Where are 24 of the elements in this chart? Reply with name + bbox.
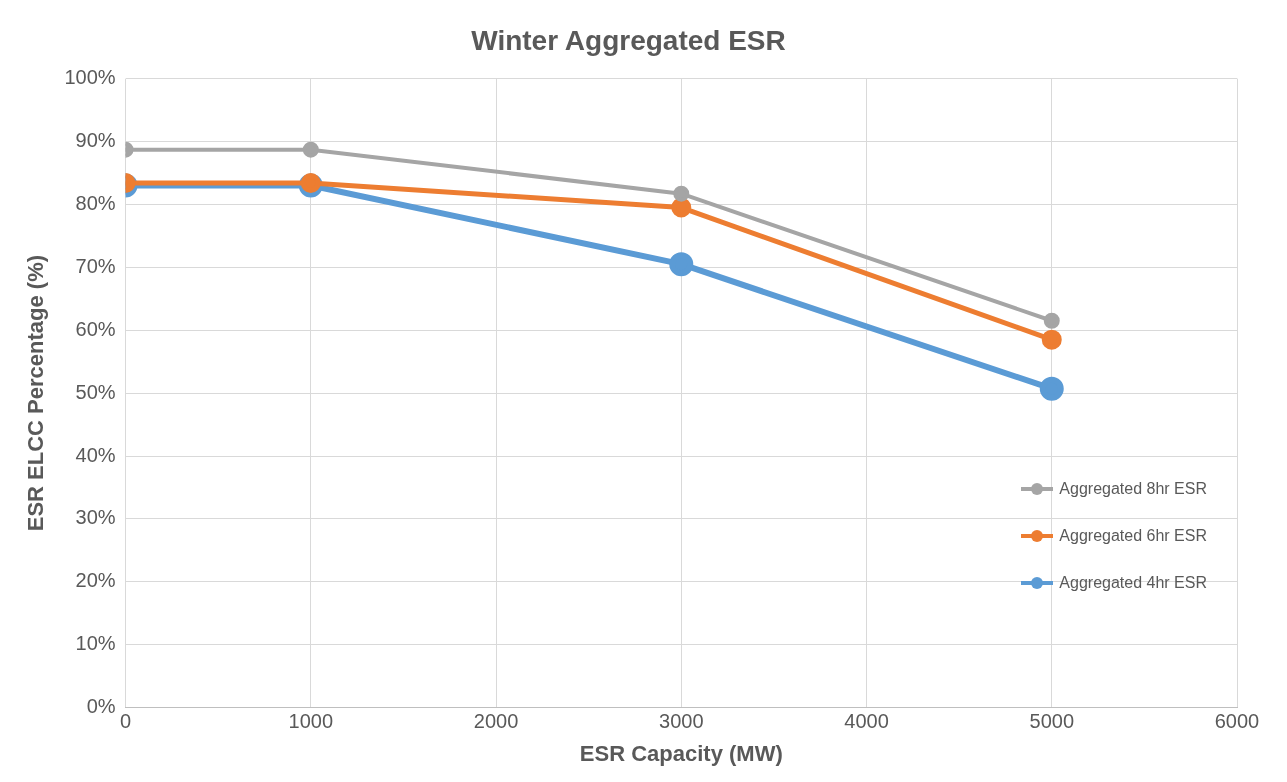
x-tick-label: 1000	[288, 710, 334, 733]
x-tick-label: 4000	[844, 710, 889, 733]
x-tick-label: 0	[119, 710, 132, 733]
legend-label: Aggregated 6hr ESR	[1059, 526, 1207, 545]
chart-title: Winter Aggregated ESR	[471, 24, 786, 56]
y-tick-label: 30%	[75, 506, 116, 529]
legend-label: Aggregated 8hr ESR	[1059, 479, 1207, 498]
y-tick-label: 100%	[64, 66, 116, 89]
legend-label: Aggregated 4hr ESR	[1059, 573, 1207, 592]
y-axis-title: ESR ELCC Percentage (%)	[23, 254, 49, 532]
y-tick-label: 80%	[75, 191, 116, 214]
x-tick-label: 2000	[473, 710, 519, 733]
y-tick-label: 10%	[75, 632, 116, 655]
y-tick-label: 40%	[75, 443, 116, 466]
x-tick-label: 6000	[1214, 710, 1260, 733]
y-tick-label: 20%	[75, 569, 116, 592]
y-tick-label: 60%	[75, 317, 116, 340]
x-tick-label: 5000	[1029, 710, 1075, 733]
x-tick-label: 3000	[659, 710, 704, 733]
y-tick-label: 90%	[75, 129, 116, 152]
y-tick-label: 50%	[75, 380, 116, 403]
y-tick-label: 70%	[75, 254, 116, 277]
x-axis-title: ESR Capacity (MW)	[579, 740, 783, 766]
y-tick-label: 0%	[86, 695, 116, 718]
